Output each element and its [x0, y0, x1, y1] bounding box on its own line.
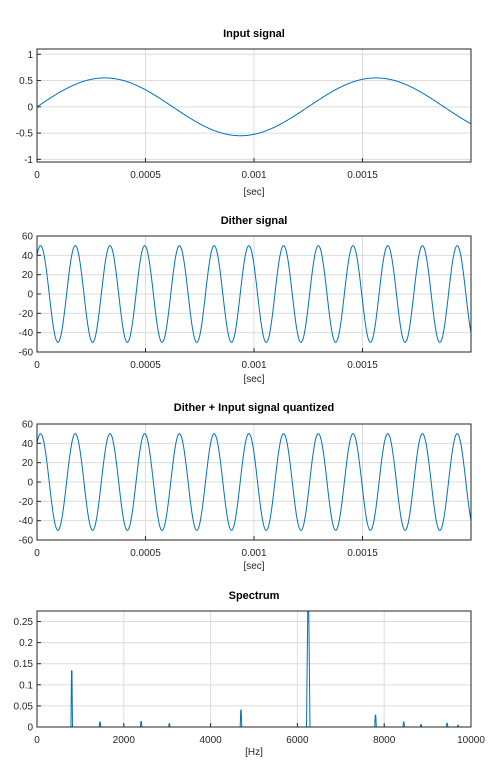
y-tick-label: 0	[27, 290, 33, 301]
x-axis-label: [sec]	[243, 187, 264, 198]
series-line	[37, 611, 471, 727]
x-tick-label: 0.001	[241, 170, 266, 181]
x-tick-label: 0	[34, 170, 40, 181]
plot-frame	[36, 610, 472, 728]
series-line	[37, 433, 471, 531]
x-tick-label: 2000	[113, 735, 136, 746]
y-tick-label: 0.25	[14, 617, 34, 628]
x-tick-label: 4000	[199, 735, 222, 746]
chart-title: Input signal	[223, 28, 285, 40]
y-tick-label: 0.2	[19, 638, 33, 649]
x-axis-label: [sec]	[243, 561, 264, 572]
y-tick-label: -60	[19, 348, 34, 359]
chart-panel-4: 0 2000 4000 6000 8000 10000 0.25 0.2 0.15 0.1 0.05…	[14, 590, 486, 758]
x-axis-label: [Hz]	[245, 747, 263, 758]
x-tick-label: 0.0015	[347, 170, 378, 181]
x-tick-label: 0	[34, 735, 40, 746]
x-tick-label: 10000	[457, 735, 485, 746]
chart-panel-1: 0 0.0005 0.001 0.0015 1 0.5 0 -0.5 -1 Input signa…	[16, 28, 472, 198]
x-tick-label: 6000	[286, 735, 309, 746]
x-tick-label: 0.001	[241, 360, 266, 371]
x-tick-label: 0.001	[241, 548, 266, 559]
x-tick-label: 0.0015	[347, 360, 378, 371]
y-tick-label: 1	[27, 50, 33, 61]
y-tick-label: -20	[19, 497, 34, 508]
y-tick-label: -40	[19, 516, 34, 527]
x-tick-label: 0	[34, 360, 40, 371]
y-tick-label: 0	[27, 478, 33, 489]
chart-title: Dither + Input signal quantized	[174, 402, 334, 414]
y-tick-label: 20	[22, 270, 34, 281]
y-tick-label: 20	[22, 458, 34, 469]
y-tick-label: 40	[22, 439, 34, 450]
y-tick-label: -0.5	[16, 129, 34, 140]
x-axis-label: [sec]	[243, 374, 264, 385]
series-line	[37, 245, 471, 343]
y-tick-label: 0.05	[14, 701, 34, 712]
y-tick-label: 0	[27, 723, 33, 734]
series-line	[37, 77, 471, 137]
y-tick-label: 0	[27, 102, 33, 113]
y-tick-label: -60	[19, 536, 34, 547]
x-tick-label: 0.0015	[347, 548, 378, 559]
chart-panel-3: 0 0.0005 0.001 0.0015 60 40 20 0 -20 -40 -60 Dither…	[19, 402, 472, 572]
y-tick-label: 0.5	[19, 76, 33, 87]
chart-panel-2: 0 0.0005 0.001 0.0015 60 40 20 0 -20 -40 -60 Dither…	[19, 215, 472, 385]
y-tick-label: 0.15	[14, 659, 34, 670]
chart-title: Dither signal	[221, 215, 288, 227]
x-tick-label: 0.0005	[130, 360, 161, 371]
chart-title: Spectrum	[229, 590, 280, 602]
y-tick-label: -1	[24, 155, 33, 166]
y-tick-label: -40	[19, 328, 34, 339]
y-tick-label: -20	[19, 309, 34, 320]
x-tick-label: 0.0005	[130, 548, 161, 559]
x-tick-label: 8000	[373, 735, 396, 746]
x-tick-label: 0.0005	[130, 170, 161, 181]
y-tick-label: 0.1	[19, 680, 33, 691]
x-tick-label: 0	[34, 548, 40, 559]
y-tick-label: 60	[22, 420, 34, 431]
y-tick-label: 40	[22, 251, 34, 262]
y-tick-label: 60	[22, 232, 34, 243]
